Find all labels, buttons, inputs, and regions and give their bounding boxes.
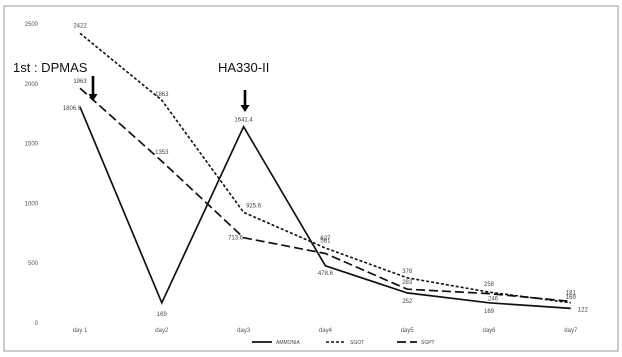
y-tick-label-2500: 2500: [25, 22, 39, 28]
legend-label-ammonia: AMMONIA: [276, 340, 301, 346]
data-label-sgpt-1: 1963: [73, 79, 87, 85]
x-tick-label-2: day2: [155, 328, 169, 334]
annotation-arrow-head-1: [88, 94, 98, 101]
data-label-sgpt-4: 581: [320, 239, 331, 245]
y-tick-label-2000: 2000: [25, 82, 39, 88]
x-tick-label-4: day4: [319, 328, 333, 334]
data-label-ammonia-4: 478.6: [318, 271, 334, 277]
series-line-ammonia: [79, 106, 571, 310]
x-tick-label-3: day3: [237, 328, 251, 334]
y-tick-label-500: 500: [28, 261, 39, 267]
data-label-ammonia-7: 122: [578, 307, 589, 313]
data-label-sgot-5: 378: [402, 269, 413, 275]
chart-border: [3, 5, 619, 352]
data-label-sgot-1: 2422: [73, 23, 87, 29]
annotation-label-1: 1st : DPMAS: [13, 60, 88, 75]
legend-label-sgot: SGOT: [350, 340, 364, 346]
data-label-sgpt-3: 713.6: [228, 236, 244, 242]
annotation-label-2: HA330-II: [218, 60, 269, 75]
data-label-sgot-6: 258: [484, 282, 495, 288]
data-label-sgot-4: 627: [320, 236, 331, 242]
data-label-ammonia-5: 252: [402, 299, 413, 305]
data-label-ammonia-6: 169: [484, 309, 495, 315]
y-tick-label-1500: 1500: [25, 142, 39, 148]
annotation-arrow-head-2: [240, 105, 250, 112]
series-line-sgpt: [79, 87, 571, 303]
data-label-sgpt-7: 181: [566, 290, 577, 296]
data-label-sgot-3: 925.6: [246, 203, 262, 209]
x-tick-label-5: day5: [401, 328, 415, 334]
legend-label-sgpt: SGPT: [421, 340, 435, 346]
data-label-sgot-2: 1863: [155, 92, 169, 98]
series-line-sgot: [79, 32, 571, 304]
data-label-ammonia-1: 1806.9: [63, 106, 82, 112]
y-tick-label-1000: 1000: [25, 201, 39, 207]
data-label-sgpt-5: 283: [402, 280, 413, 286]
x-tick-label-6: day6: [482, 328, 496, 334]
data-label-sgpt-2: 1353: [155, 150, 169, 156]
data-label-sgpt-6: 246: [488, 297, 499, 303]
x-tick-label-7: day7: [564, 328, 578, 334]
y-tick-label-0: 0: [35, 321, 39, 327]
x-tick-label-1: day 1: [73, 328, 88, 334]
data-label-ammonia-2: 169: [157, 312, 168, 318]
data-label-sgot-7: 169: [566, 295, 577, 301]
data-label-ammonia-3: 1641.4: [234, 118, 253, 124]
